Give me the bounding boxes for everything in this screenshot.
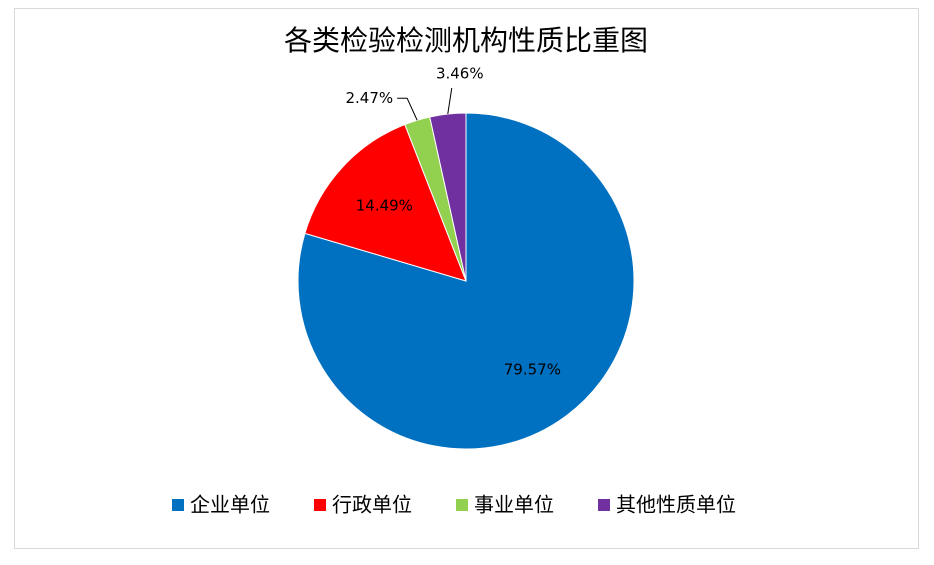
legend-label: 企业单位 [190,493,270,517]
legend-swatch [598,499,610,511]
legend-swatch [456,499,468,511]
legend-swatch [172,499,184,511]
legend-label: 行政单位 [332,493,412,517]
legend-label: 事业单位 [474,493,554,517]
data-label: 79.57% [504,360,561,378]
legend-swatch [314,499,326,511]
data-label: 14.49% [356,196,413,214]
chart-title: 各类检验检测机构性质比重图 [284,24,648,57]
leader-line [447,87,453,115]
legend-label: 其他性质单位 [616,493,736,517]
pie-slice [304,123,467,282]
data-label: 3.46% [436,64,484,82]
data-label: 2.47% [345,89,393,107]
leader-line [397,97,418,121]
